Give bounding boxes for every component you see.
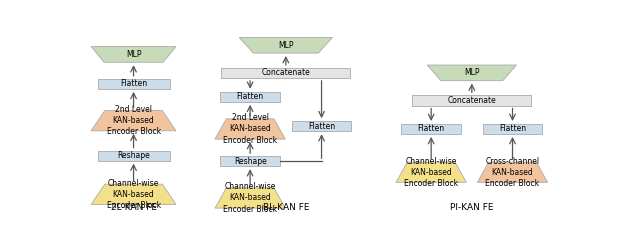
Text: BL-KAN FE: BL-KAN FE <box>262 203 309 212</box>
Text: Flatten: Flatten <box>237 92 264 101</box>
FancyBboxPatch shape <box>292 121 351 131</box>
Text: Flatten: Flatten <box>308 122 335 131</box>
FancyBboxPatch shape <box>412 95 531 105</box>
Text: Reshape: Reshape <box>234 157 266 166</box>
Text: MLP: MLP <box>464 68 479 77</box>
Text: Flatten: Flatten <box>418 125 445 133</box>
FancyBboxPatch shape <box>483 124 542 134</box>
FancyBboxPatch shape <box>98 151 170 161</box>
Text: Concatenate: Concatenate <box>262 68 310 77</box>
Text: Concatenate: Concatenate <box>447 96 496 105</box>
FancyBboxPatch shape <box>220 92 280 102</box>
Polygon shape <box>91 184 176 204</box>
Polygon shape <box>477 162 548 182</box>
Polygon shape <box>91 111 176 131</box>
Polygon shape <box>428 65 516 81</box>
Text: Flatten: Flatten <box>499 125 526 133</box>
Text: 2nd Level
KAN-based
Encoder Block: 2nd Level KAN-based Encoder Block <box>106 105 161 136</box>
Text: Channel-wise
KAN-based
Encoder Block: Channel-wise KAN-based Encoder Block <box>106 179 161 210</box>
Text: MLP: MLP <box>278 41 294 50</box>
Text: Reshape: Reshape <box>117 151 150 160</box>
FancyBboxPatch shape <box>401 124 461 134</box>
FancyBboxPatch shape <box>221 68 350 78</box>
Polygon shape <box>91 47 176 62</box>
Text: 2L-KAN FE: 2L-KAN FE <box>111 203 157 212</box>
Text: Channel-wise
KAN-based
Encoder Block: Channel-wise KAN-based Encoder Block <box>223 182 277 214</box>
FancyBboxPatch shape <box>220 156 280 166</box>
Text: 2nd Level
KAN-based
Encoder Block: 2nd Level KAN-based Encoder Block <box>223 113 277 145</box>
Text: PI-KAN FE: PI-KAN FE <box>450 203 493 212</box>
Text: MLP: MLP <box>126 50 141 59</box>
Text: Channel-wise
KAN-based
Encoder Block: Channel-wise KAN-based Encoder Block <box>404 157 458 188</box>
FancyBboxPatch shape <box>98 79 170 89</box>
Text: Cross-channel
KAN-based
Encoder Block: Cross-channel KAN-based Encoder Block <box>486 157 540 188</box>
Polygon shape <box>215 119 285 139</box>
Polygon shape <box>239 38 333 53</box>
Polygon shape <box>396 162 467 182</box>
Text: Flatten: Flatten <box>120 79 147 88</box>
Polygon shape <box>215 188 285 208</box>
